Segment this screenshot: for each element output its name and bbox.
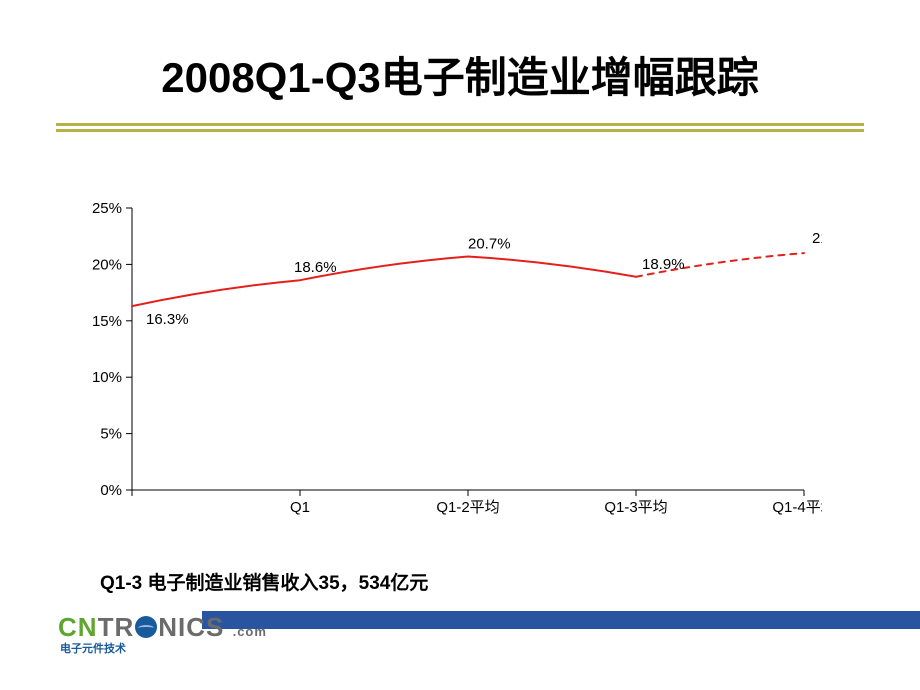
- logo-text-com: .com: [233, 624, 267, 639]
- chart-footnote: Q1-3 电子制造业销售收入35，534亿元: [100, 568, 428, 595]
- svg-text:25%: 25%: [92, 200, 122, 217]
- svg-text:20.7%: 20.7%: [468, 236, 511, 253]
- svg-text:10%: 10%: [92, 369, 122, 386]
- logo-text-tr: TR: [98, 612, 135, 642]
- growth-line-chart: 0% 5% 10% 15% 20% 25% Q1 Q1-2平均 Q1-3平均 Q1-4平均 16.3…: [62, 188, 822, 536]
- svg-text:Q1-2平均: Q1-2平均: [436, 499, 499, 516]
- svg-text:Q1: Q1: [290, 499, 310, 516]
- svg-text:18.9%: 18.9%: [642, 256, 685, 273]
- svg-text:Q1-4平均: Q1-4平均: [772, 499, 822, 516]
- svg-text:0%: 0%: [100, 482, 122, 499]
- svg-text:21%: 21%: [812, 230, 822, 247]
- logo-subtitle: 电子元件技术: [58, 640, 267, 656]
- svg-text:5%: 5%: [100, 426, 122, 443]
- slide-title: 2008Q1-Q3电子制造业增幅跟踪: [0, 0, 920, 123]
- logo-text-nics: NICS: [158, 612, 224, 642]
- cntronics-logo: CNTR NICS .com 电子元件技术: [58, 614, 267, 656]
- svg-text:18.6%: 18.6%: [294, 259, 337, 276]
- svg-text:15%: 15%: [92, 313, 122, 330]
- svg-text:Q1-3平均: Q1-3平均: [604, 499, 667, 516]
- title-divider: [56, 123, 864, 132]
- logo-text-cn: CN: [58, 612, 98, 642]
- svg-text:20%: 20%: [92, 256, 122, 273]
- svg-text:16.3%: 16.3%: [146, 311, 189, 328]
- logo-globe-icon: [135, 616, 157, 638]
- footer-bar: [202, 611, 920, 629]
